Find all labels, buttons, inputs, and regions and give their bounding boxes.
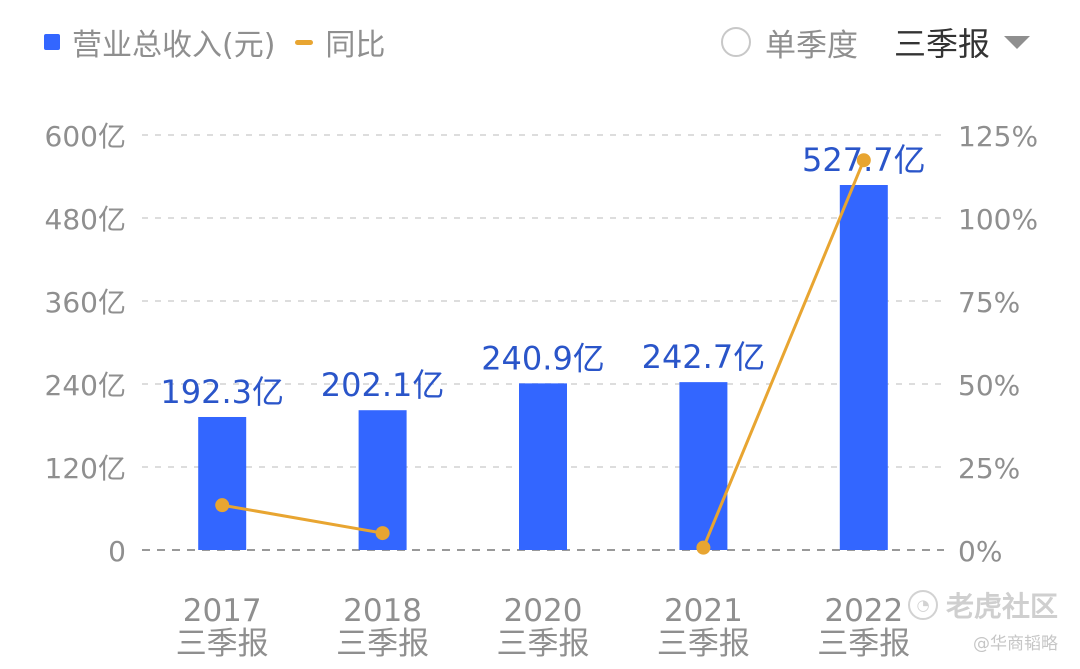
watermark: ◔ 老虎社区 @华商韬略 [907,585,1058,654]
x-tick-label: 三季报 [657,626,750,662]
bar-value-label: 242.7亿 [642,338,766,376]
yoy-line-segment [702,159,866,549]
chart-controls: 单季度 三季报 [720,18,1030,66]
radio-circle-icon[interactable] [720,27,751,57]
y-right-tick-label: 125% [958,120,1038,153]
y-right-tick-label: 25% [958,452,1020,485]
legend-label-yoy: 同比 [325,28,386,63]
x-tick-label: 2020 [504,593,583,629]
period-dropdown[interactable]: 三季报 [894,19,1030,65]
watermark-main: 老虎社区 [945,590,1058,623]
y-left-tick-label: 240亿 [45,369,126,402]
revenue-bar [519,383,567,550]
period-dropdown-value: 三季报 [893,25,990,63]
x-tick-label: 三季报 [176,626,269,662]
y-right-tick-label: 0% [958,535,1002,568]
legend-item-revenue[interactable]: 营业总收入(元) [44,20,275,64]
single-quarter-radio[interactable]: 单季度 [720,20,858,65]
single-quarter-label: 单季度 [764,27,858,64]
caret-down-icon [1004,35,1030,49]
y-right-tick-label: 75% [958,286,1020,319]
x-tick-label: 2021 [664,593,743,629]
legend: 营业总收入(元) 同比 [44,18,385,66]
bar-value-label: 240.9亿 [481,339,605,377]
x-tick-label: 2018 [343,593,422,629]
y-left-tick-label: 480亿 [45,203,126,236]
yoy-point [856,153,871,168]
yoy-line-segment [221,503,383,535]
y-right-tick-label: 50% [958,369,1020,402]
bar-value-label: 202.1亿 [321,366,445,404]
y-left-tick-label: 600亿 [45,120,126,153]
legend-swatch-yoy [295,39,314,45]
legend-item-yoy[interactable]: 同比 [295,20,385,64]
bar-value-label: 192.3亿 [160,373,284,411]
legend-swatch-revenue [44,34,60,50]
x-tick-label: 三季报 [336,626,429,662]
y-left-tick-label: 0 [108,535,126,568]
x-tick-label: 三季报 [817,626,910,662]
legend-label-revenue: 营业总收入(元) [72,28,276,63]
tiger-logo-icon: ◔ [907,590,938,620]
yoy-point [215,498,230,513]
x-tick-label: 三季报 [497,626,590,662]
revenue-bar [679,382,728,550]
x-tick-label: 2022 [824,593,903,629]
yoy-point [375,526,390,541]
revenue-bar [198,416,247,550]
y-left-tick-label: 360亿 [45,286,126,319]
revenue-bar [839,185,888,550]
x-tick-label: 2017 [183,593,262,629]
watermark-sub: @华商韬略 [973,634,1058,654]
y-right-tick-label: 100% [958,203,1038,236]
yoy-point [696,540,711,555]
y-left-tick-label: 120亿 [45,452,126,485]
